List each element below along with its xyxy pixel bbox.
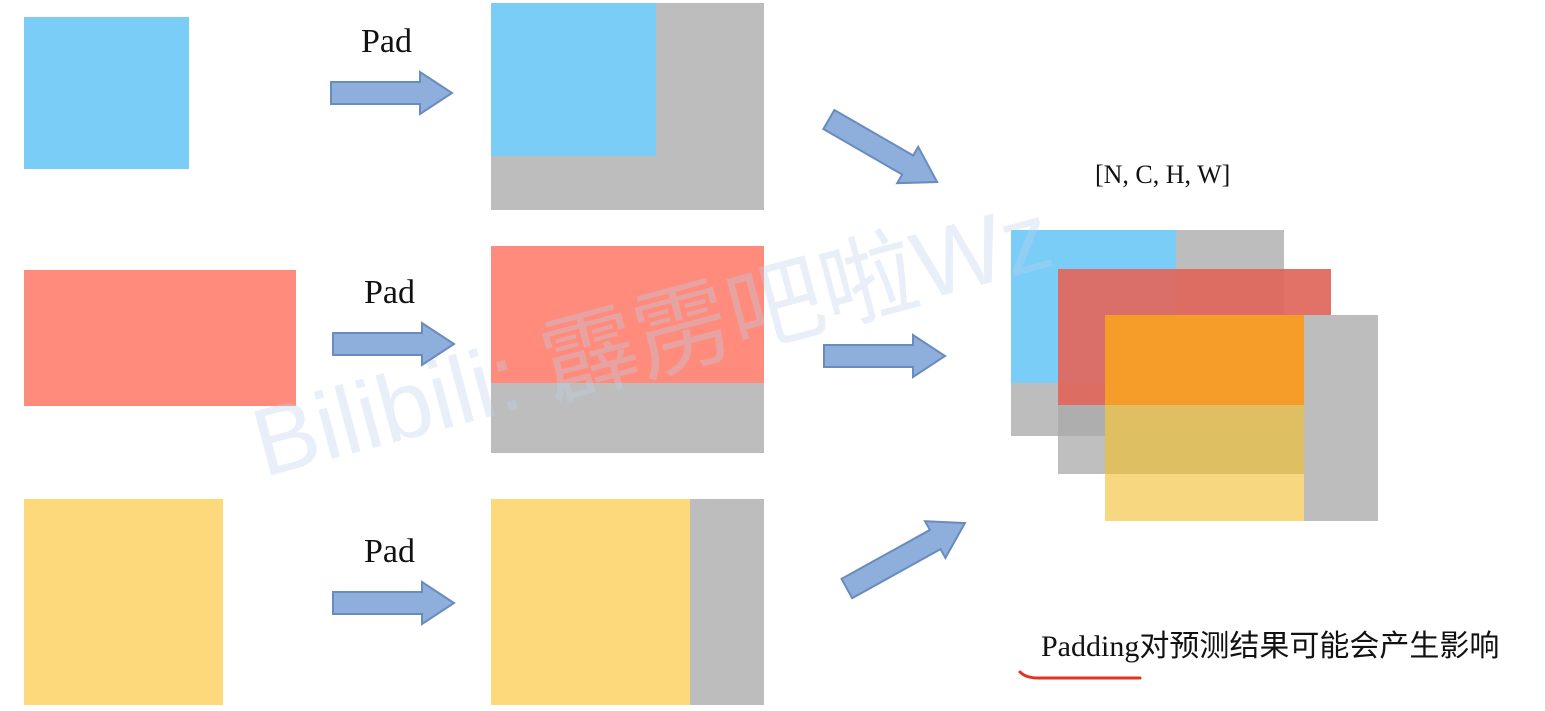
padded-yellow-image (491, 499, 764, 705)
pad-arrow-2 (332, 321, 456, 367)
pad-label-1: Pad (361, 23, 412, 60)
padding-impact-note: Padding对预测结果可能会产生影响 (1041, 630, 1500, 663)
batch-arrow-top (822, 108, 939, 185)
batch-yellow-gray-overlap (1105, 405, 1304, 474)
padded-red-content (491, 246, 764, 383)
batch-yellow-overlap (1105, 315, 1304, 405)
padded-yellow-content (491, 499, 690, 705)
original-blue-image (24, 17, 189, 169)
pad-label-3: Pad (364, 533, 415, 570)
note-underline (1018, 670, 1142, 680)
batch-arrow-middle (823, 333, 947, 379)
original-yellow-image (24, 499, 223, 705)
pad-arrow-1 (330, 70, 454, 116)
batch-shape-label: [N, C, H, W] (1095, 160, 1231, 189)
pad-label-2: Pad (364, 274, 415, 311)
padded-red-image (491, 246, 764, 453)
padded-blue-image (491, 3, 764, 210)
original-red-image (24, 270, 296, 406)
pad-arrow-3 (332, 580, 456, 626)
batch-arrow-bottom (840, 520, 967, 600)
padded-blue-content (491, 3, 656, 156)
